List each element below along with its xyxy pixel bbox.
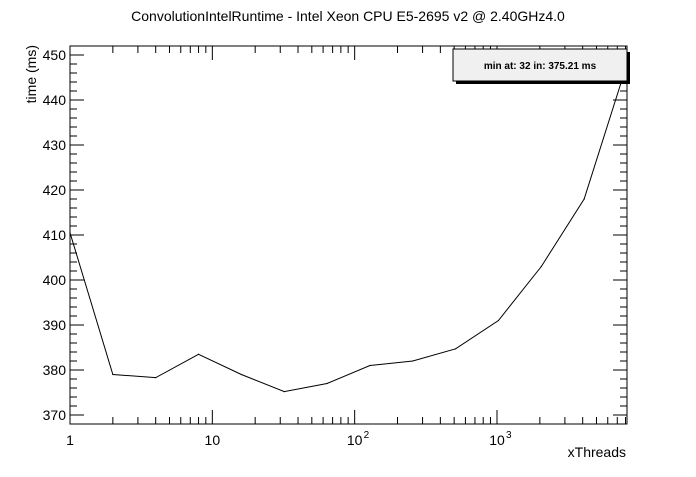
data-point <box>155 377 157 379</box>
y-tick-label: 400 <box>43 272 67 288</box>
x-axis-ticks: 1 10 10 2 10 3 <box>66 46 627 448</box>
y-tick-label: 450 <box>43 47 67 63</box>
x-tick-exponent: 2 <box>364 430 370 441</box>
data-point <box>283 391 285 393</box>
x-axis-label: xThreads <box>568 444 626 460</box>
x-tick-exponent: 3 <box>506 430 512 441</box>
series-group <box>69 63 628 393</box>
x-tick-label: 1 <box>66 432 74 448</box>
y-axis-label: time (ms) <box>23 45 39 103</box>
data-point <box>197 353 200 355</box>
series-line <box>69 63 628 393</box>
x-tick-label: 10 <box>489 432 505 448</box>
y-axis-ticks: 370 380 390 400 410 420 430 440 450 <box>43 45 627 425</box>
data-point <box>240 373 242 376</box>
data-point <box>412 360 414 362</box>
data-point <box>69 232 71 234</box>
y-tick-label: 440 <box>43 92 67 108</box>
annotation-panel <box>452 48 628 82</box>
y-tick-label: 380 <box>43 362 67 378</box>
plot-frame <box>69 45 628 425</box>
data-point <box>112 373 114 376</box>
y-tick-label: 430 <box>43 137 67 153</box>
annotation-text: min at: 32 in: 375.21 ms <box>484 61 597 72</box>
data-point <box>540 265 542 268</box>
data-point <box>455 348 457 350</box>
y-tick-label: 390 <box>43 317 67 333</box>
y-tick-label: 410 <box>43 227 67 243</box>
min-annotation-box: min at: 32 in: 375.21 ms <box>452 48 630 84</box>
x-tick-label: 10 <box>205 432 221 448</box>
chart-title: ConvolutionIntelRuntime - Intel Xeon CPU… <box>131 8 565 24</box>
data-point <box>326 382 328 385</box>
data-point <box>497 319 500 322</box>
data-point <box>583 198 585 200</box>
x-tick-label: 10 <box>347 432 363 448</box>
plot-border <box>69 45 628 425</box>
data-point <box>369 364 371 367</box>
y-tick-label: 370 <box>43 407 67 423</box>
y-tick-label: 420 <box>43 182 67 198</box>
